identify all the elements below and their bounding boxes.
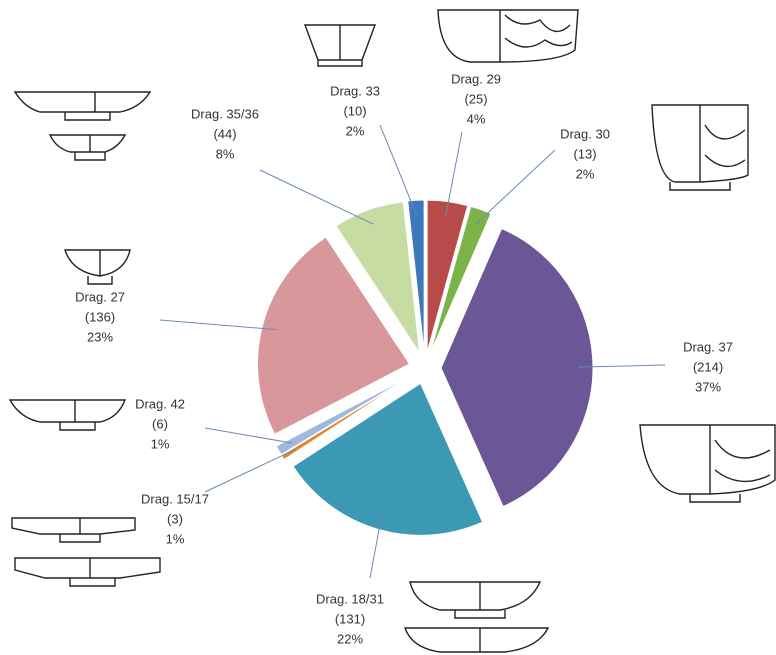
percent-label: 2% [576, 166, 595, 181]
slice-label: Drag. 33 [330, 83, 380, 98]
count-label: (131) [335, 611, 365, 626]
pie-slice [335, 201, 421, 354]
slice-label: Drag. 30 [560, 126, 610, 141]
percent-label: 1% [166, 531, 185, 546]
count-label: (13) [573, 146, 596, 161]
pie-slice [426, 199, 469, 353]
count-label: (3) [167, 511, 183, 526]
pie-slice [429, 205, 492, 354]
leader-line [259, 169, 374, 225]
pottery-drawings [8, 9, 776, 653]
percent-label: 23% [87, 329, 113, 344]
slice-label: Drag. 18/31 [316, 591, 384, 606]
leader-line [379, 124, 418, 216]
percent-label: 4% [467, 111, 486, 126]
pie-slice [275, 375, 412, 456]
count-label: (44) [213, 126, 236, 141]
leader-line [369, 514, 383, 579]
pie-slice [407, 199, 425, 353]
count-label: (136) [85, 309, 115, 324]
percent-label: 2% [346, 123, 365, 138]
leader-line [475, 149, 556, 225]
pie-slice [280, 376, 412, 461]
leader-line [445, 131, 463, 217]
slice-label: Drag. 27 [75, 289, 125, 304]
pie-slice [292, 382, 484, 536]
percent-label: 37% [695, 379, 721, 394]
slice-label: Drag. 37 [683, 339, 733, 354]
count-label: (25) [464, 91, 487, 106]
count-label: (6) [152, 416, 168, 431]
count-label: (10) [343, 103, 366, 118]
percent-label: 1% [151, 436, 170, 451]
slice-label: Drag. 42 [135, 396, 185, 411]
leader-line [204, 427, 292, 444]
leader-line [159, 319, 278, 331]
slice-label: Drag. 35/36 [191, 106, 259, 121]
pie-slice [257, 236, 411, 435]
leader-line [204, 448, 296, 493]
percent-label: 8% [216, 146, 235, 161]
percent-label: 22% [337, 631, 363, 646]
slice-label: Drag. 15/17 [141, 491, 209, 506]
count-label: (214) [693, 359, 723, 374]
leader-line [577, 364, 666, 368]
slice-label: Drag. 29 [451, 71, 501, 86]
